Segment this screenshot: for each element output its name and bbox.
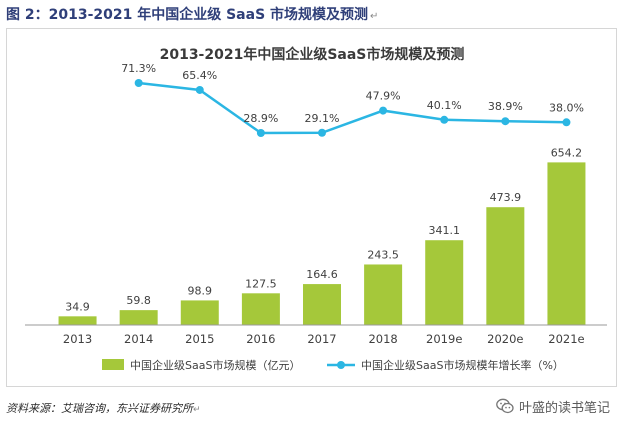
bar: [119, 310, 158, 325]
growth-rate-point: [562, 118, 571, 127]
chart-frame: 2013-2021年中国企业级SaaS市场规模及预测 34.9 59.8 98.9 1…: [6, 28, 617, 387]
x-tick-label: 2018: [368, 332, 397, 346]
x-tick-label: 2017: [307, 332, 336, 346]
bar-value-label: 34.9: [65, 300, 90, 313]
growth-rate-point: [501, 117, 510, 126]
growth-rate-label: 71.3%: [121, 62, 156, 75]
growth-rate-label: 65.4%: [182, 69, 217, 82]
growth-rate-label: 38.9%: [488, 100, 523, 113]
bar-value-label: 164.6: [306, 268, 338, 281]
growth-rate-point: [256, 129, 265, 137]
x-tick-label: 2015: [185, 332, 214, 346]
growth-rate-point: [134, 79, 143, 87]
growth-rate-point: [318, 128, 326, 137]
growth-rate-label: 29.1%: [305, 112, 340, 125]
source-note: 资料来源：艾瑞咨询，东兴证券研究所↵: [6, 400, 201, 416]
legend-bar-label: 中国企业级SaaS市场规模（亿元）: [130, 358, 300, 372]
bar: [547, 162, 586, 325]
x-tick-label: 2021e: [548, 332, 584, 346]
legend: 中国企业级SaaS市场规模（亿元） 中国企业级SaaS市场规模年增长率（%）: [102, 358, 564, 372]
source-text: 资料来源：艾瑞咨询，东兴证券研究所: [6, 402, 193, 415]
return-mark: ↵: [193, 405, 201, 415]
bar: [364, 264, 403, 325]
figure-caption: 图 2：2013-2021 年中国企业级 SaaS 市场规模及预测 ↵: [6, 4, 378, 24]
growth-rate-point: [379, 106, 388, 115]
bar-value-label: 473.9: [490, 191, 522, 204]
wechat-icon: [496, 398, 514, 414]
legend-bar-swatch: [102, 359, 124, 370]
bar-value-label: 243.5: [367, 248, 399, 261]
chart-svg: 2013-2021年中国企业级SaaS市场规模及预测 34.9 59.8 98.9 1…: [25, 46, 607, 372]
growth-rate-point: [440, 115, 449, 124]
x-tick-label: 2019e: [426, 332, 462, 346]
x-tick-label: 2020e: [487, 332, 523, 346]
bar-value-label: 59.8: [126, 294, 151, 307]
bar: [58, 316, 97, 325]
x-axis: 2013 2014 2015 2016 2017 2018 2019e 2020e 2021e: [25, 324, 607, 346]
growth-rate-label: 28.9%: [243, 112, 278, 125]
growth-rate-label: 40.1%: [427, 99, 462, 112]
bar: [241, 293, 280, 325]
legend-line-marker: [337, 361, 345, 369]
watermark-text: 叶盛的读书笔记: [518, 400, 610, 416]
x-tick-label: 2016: [246, 332, 275, 346]
growth-rate-point: [195, 85, 204, 94]
bar-value-label: 341.1: [428, 224, 460, 237]
chart-title: 2013-2021年中国企业级SaaS市场规模及预测: [160, 46, 465, 63]
bar: [425, 240, 464, 325]
bars-layer: 34.9 59.8 98.9 127.5 164.6 243.5 341.1 473.9 654…: [58, 146, 586, 325]
return-mark: ↵: [370, 11, 379, 22]
bar-value-label: 98.9: [188, 284, 213, 297]
x-tick-label: 2014: [124, 332, 153, 346]
bar: [180, 300, 219, 325]
growth-rate-label: 47.9%: [366, 90, 401, 103]
line-layer: 71.3% 65.4% 28.9% 29.1% 47.9% 40.1% 38.9% 38.0%: [121, 62, 584, 137]
bar: [303, 284, 341, 325]
watermark: 叶盛的读书笔记: [496, 396, 610, 416]
bar-value-label: 127.5: [245, 277, 277, 290]
growth-rate-label: 38.0%: [549, 101, 584, 114]
growth-rate-line: [138, 81, 567, 135]
x-tick-label: 2013: [63, 332, 92, 346]
bar: [486, 207, 525, 325]
figure-caption-text: 图 2：2013-2021 年中国企业级 SaaS 市场规模及预测: [6, 7, 369, 23]
bar-value-label: 654.2: [551, 146, 583, 159]
legend-line-label: 中国企业级SaaS市场规模年增长率（%）: [361, 358, 564, 372]
